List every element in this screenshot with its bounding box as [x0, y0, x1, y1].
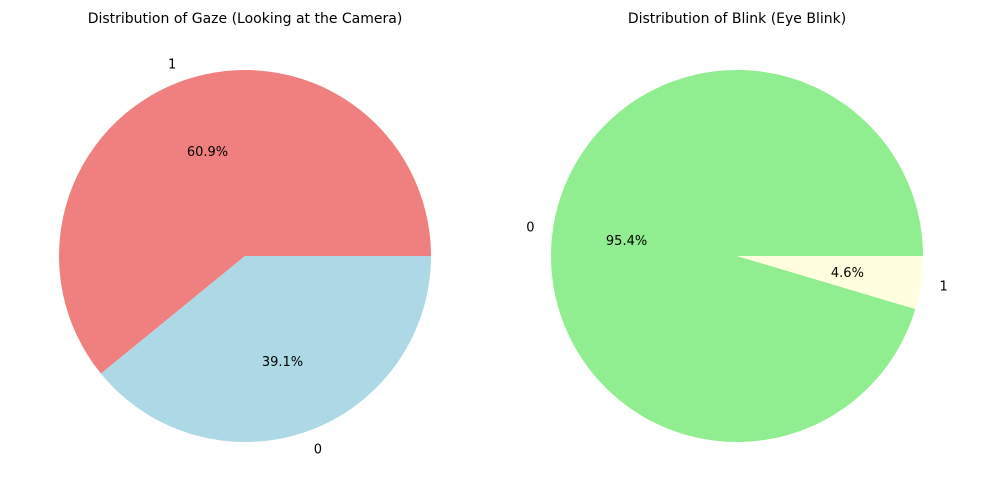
- slice-percent-label: 4.6%: [831, 266, 864, 281]
- slice-percent-label: 60.9%: [187, 145, 228, 160]
- pie-chart-blink: Distribution of Blink (Eye Blink) 95.4% 0…: [526, 11, 948, 442]
- chart-title-gaze: Distribution of Gaze (Looking at the Cam…: [88, 11, 403, 27]
- slice-category-label: 1: [168, 57, 176, 72]
- slice-percent-label: 39.1%: [262, 355, 303, 370]
- pie-chart-gaze: Distribution of Gaze (Looking at the Cam…: [58, 11, 431, 458]
- pie-slice-1: [58, 69, 431, 374]
- chart-title-blink: Distribution of Blink (Eye Blink): [628, 11, 846, 27]
- slice-category-label: 0: [526, 221, 534, 236]
- pie-blink-slices: 95.4% 0 4.6% 1: [526, 70, 948, 442]
- slice-category-label: 1: [939, 279, 947, 294]
- slice-category-label: 0: [314, 443, 322, 458]
- pie-slice-1: [737, 256, 923, 310]
- slice-percent-label: 95.4%: [606, 234, 647, 249]
- pie-slice-0: [100, 256, 431, 442]
- pie-gaze-slices: 60.9% 1 39.1% 0: [58, 57, 431, 458]
